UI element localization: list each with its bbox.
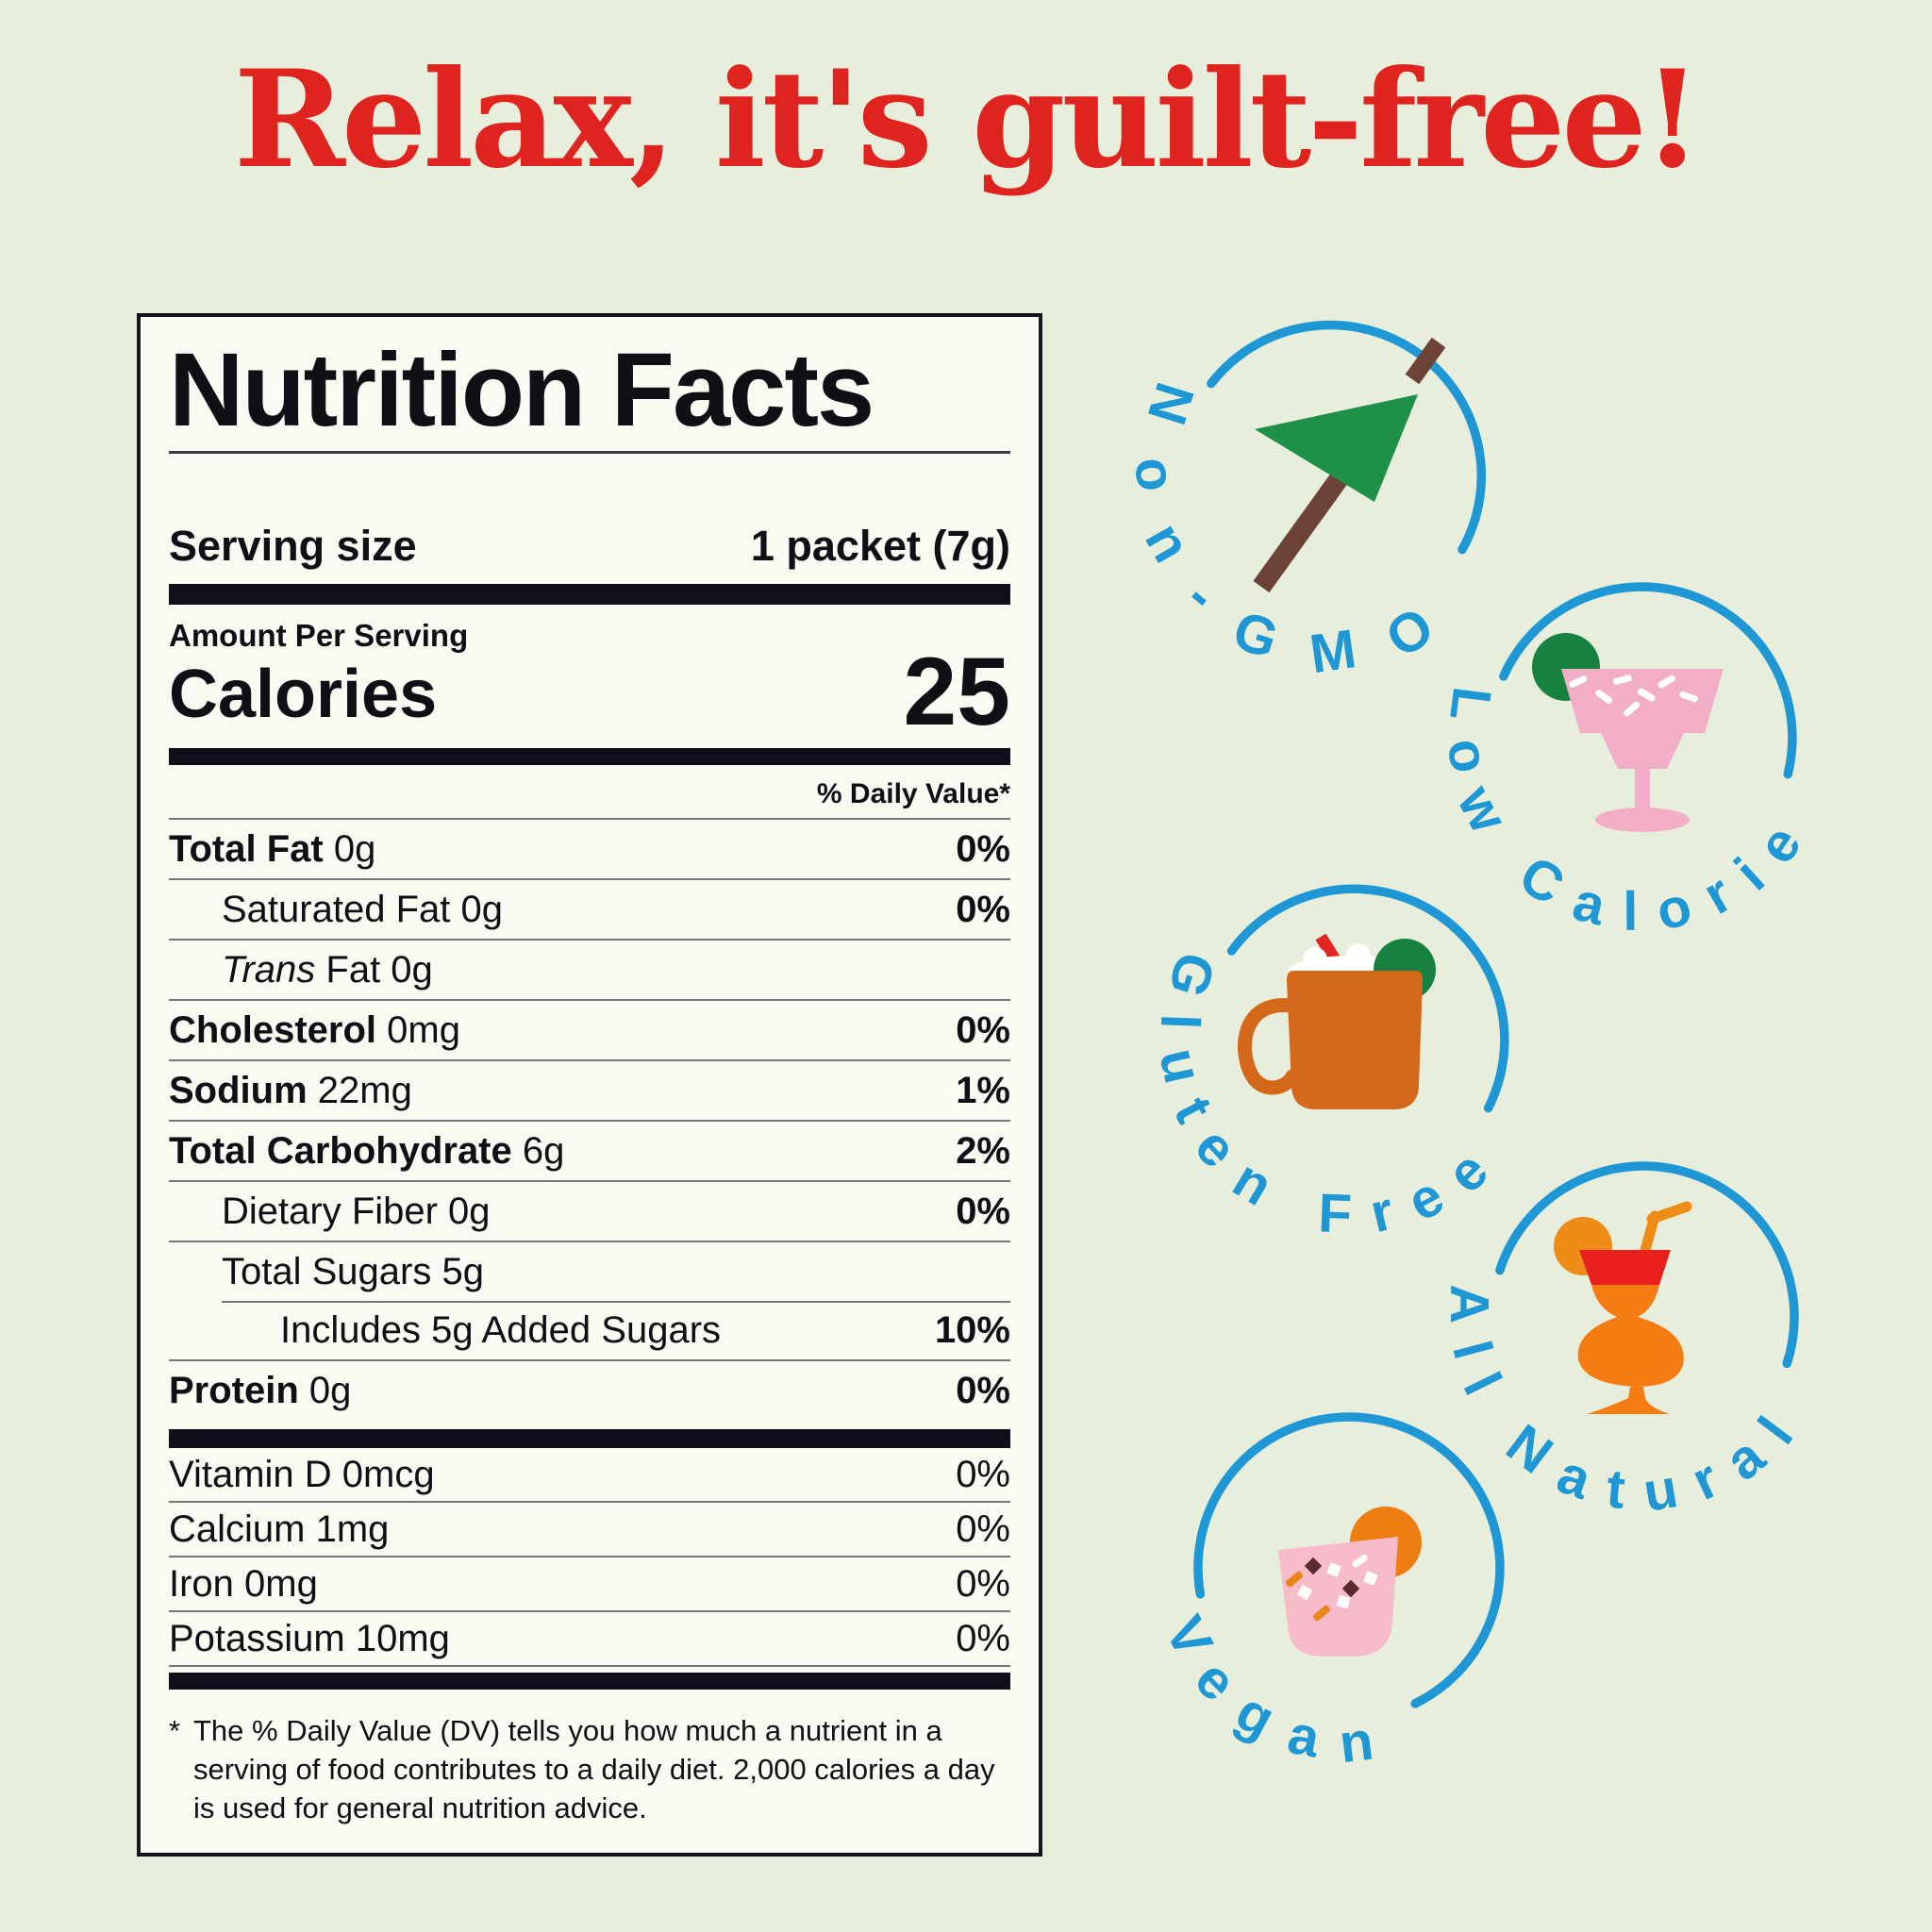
calories-value: 25 <box>903 638 1010 746</box>
badge-all-natural: All Natural <box>1422 1095 1865 1539</box>
nutrient-row: Protein 0g 0% <box>169 1369 1010 1411</box>
hurricane-cocktail-icon <box>1554 1201 1692 1414</box>
serving-size-row: Serving size 1 packet (7g) <box>169 522 1010 571</box>
micronutrient-row: Potassium 10mg 0% <box>169 1612 1010 1667</box>
badge-gluten-free: Gluten Free <box>1132 818 1575 1261</box>
badge-non-gmo: Non-GMO <box>1108 255 1552 698</box>
serving-size-label: Serving size <box>169 522 417 571</box>
badge-low-calorie: Low Calorie <box>1420 516 1863 959</box>
thick-bar <box>169 747 1010 765</box>
nutrient-row: Cholesterol 0mg 0% <box>169 1001 1010 1061</box>
badge-ring <box>1207 320 1487 555</box>
nutrient-row: Dietary Fiber 0g 0% <box>169 1182 1010 1242</box>
nutrient-row: Total Fat 0g 0% <box>169 820 1010 880</box>
thick-bar <box>169 1428 1010 1448</box>
calories-label: Calories <box>169 657 438 733</box>
nutrition-facts-title: Nutrition Facts <box>169 332 874 448</box>
mule-mug-icon <box>1238 933 1436 1109</box>
daily-value-header: % Daily Value* <box>169 765 1010 820</box>
nutrient-row: Total Sugars 5g <box>222 1250 484 1292</box>
badge-ring <box>1226 884 1509 1113</box>
nutrient-row: Saturated Fat 0g 0% <box>169 880 1010 941</box>
micronutrient-row: Calcium 1mg 0% <box>169 1503 1010 1557</box>
badge-ring <box>1499 582 1797 779</box>
amount-per-serving: Amount Per Serving <box>169 618 469 654</box>
nutrient-row: Total Carbohydrate 6g 2% <box>169 1122 1010 1182</box>
divider <box>169 451 1010 455</box>
headline: Relax, it's guilt-free! <box>233 42 1702 198</box>
thick-bar <box>169 1672 1010 1690</box>
footnote: * The % Daily Value (DV) tells you how m… <box>169 1713 995 1824</box>
micronutrient-row: Vitamin D 0mcg 0% <box>169 1448 1010 1503</box>
nutrient-row: Trans Fat 0g <box>169 941 1010 1001</box>
cocktail-umbrella-icon <box>1253 337 1446 593</box>
calories-row: Calories 25 <box>169 638 1010 746</box>
margarita-glass-icon <box>1532 633 1724 832</box>
thick-bar <box>169 584 1010 606</box>
badge-ring <box>1495 1161 1799 1369</box>
nutrition-facts-label: Nutrition Facts Serving size 1 packet (7… <box>137 313 1042 1857</box>
nutrient-row: Sodium 22mg 1% <box>169 1061 1010 1122</box>
badge-ring <box>1193 1412 1505 1708</box>
tumbler-cocktail-icon <box>1278 1507 1422 1657</box>
serving-size-value: 1 packet (7g) <box>750 522 1010 571</box>
nutrient-row: Includes 5g Added Sugars 10% <box>169 1300 1010 1361</box>
badge-vegan: Vegan <box>1127 1346 1571 1790</box>
spacer <box>169 454 1010 522</box>
micronutrient-row: Iron 0mg 0% <box>169 1557 1010 1612</box>
